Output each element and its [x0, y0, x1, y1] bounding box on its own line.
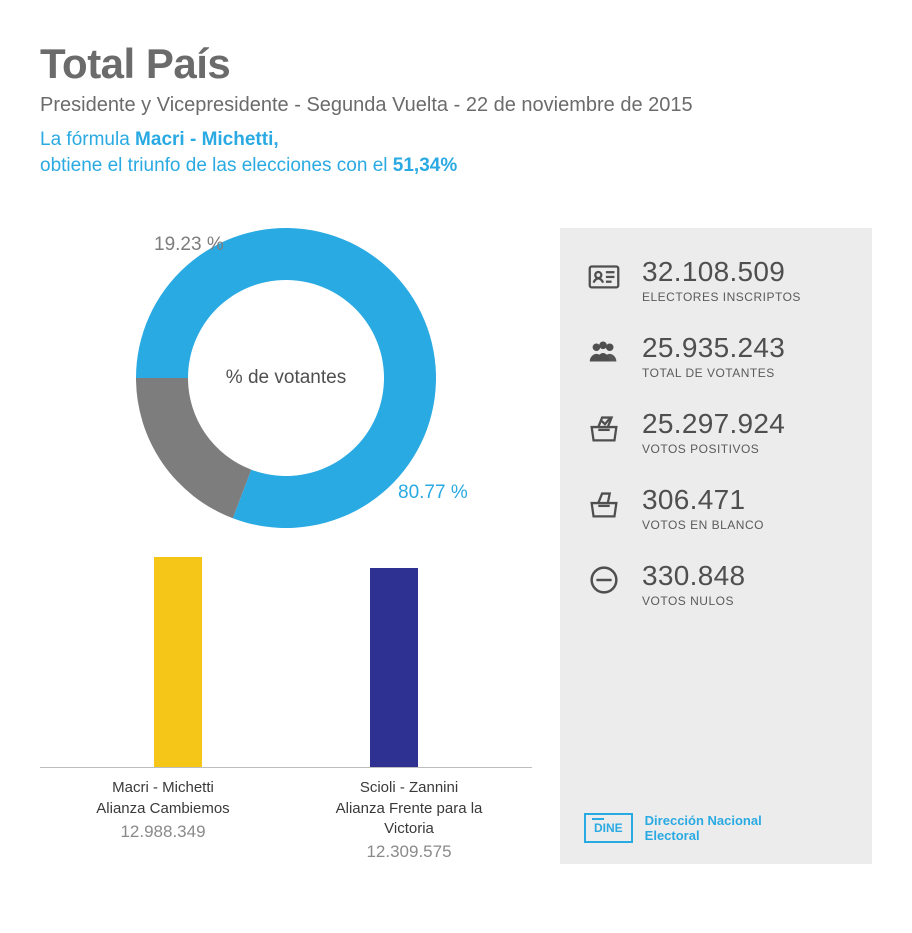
id-card-icon	[584, 256, 624, 296]
stat-row: 25.297.924 VOTOS POSITIVOS	[584, 408, 848, 456]
stat-value: 306.471	[642, 484, 764, 516]
stat-row: 25.935.243 TOTAL DE VOTANTES	[584, 332, 848, 380]
bar-label: Macri - MichettiAlianza Cambiemos12.988.…	[63, 778, 263, 864]
headline-prefix: La fórmula	[40, 129, 135, 150]
dine-acronym-box: DINE	[584, 813, 633, 843]
headline-result: La fórmula Macri - Michetti, obtiene el …	[40, 127, 872, 178]
party-name: Alianza Cambiemos	[63, 799, 263, 819]
vote-count: 12.988.349	[63, 821, 263, 844]
result-bar	[154, 557, 202, 767]
headline-percent: 51,34%	[393, 155, 457, 176]
ballot-box-icon	[584, 408, 624, 448]
dine-org-name: Dirección Nacional Electoral	[645, 813, 762, 844]
stat-value: 330.848	[642, 560, 745, 592]
source-logo: DINE Dirección Nacional Electoral	[584, 753, 848, 844]
page-subtitle: Presidente y Vicepresidente - Segunda Vu…	[40, 94, 872, 117]
null-circle-icon	[584, 560, 624, 600]
donut-slice-label: 80.77 %	[398, 482, 468, 504]
stat-label: TOTAL DE VOTANTES	[642, 366, 785, 380]
party-name: Alianza Frente para la Victoria	[309, 799, 509, 840]
donut-slice	[136, 378, 251, 518]
candidate-names: Macri - Michetti	[63, 778, 263, 798]
stat-row: 306.471 VOTOS EN BLANCO	[584, 484, 848, 532]
page-title: Total País	[40, 40, 872, 88]
donut-center-label: % de votantes	[226, 367, 346, 389]
bar-label: Scioli - ZanniniAlianza Frente para la V…	[309, 778, 509, 864]
stat-row: 32.108.509 ELECTORES INSCRIPTOS	[584, 256, 848, 304]
stat-value: 25.297.924	[642, 408, 785, 440]
charts-column: % de votantes 80.77 %19.23 % Macri - Mic…	[40, 228, 532, 864]
stat-label: VOTOS NULOS	[642, 594, 745, 608]
voter-turnout-donut: % de votantes 80.77 %19.23 %	[136, 228, 436, 528]
stat-row: 330.848 VOTOS NULOS	[584, 560, 848, 608]
stat-label: VOTOS POSITIVOS	[642, 442, 785, 456]
result-bar	[370, 568, 418, 767]
stats-panel: 32.108.509 ELECTORES INSCRIPTOS 25.935.243…	[560, 228, 872, 864]
blank-vote-icon	[584, 484, 624, 524]
stat-label: ELECTORES INSCRIPTOS	[642, 290, 801, 304]
donut-slice-label: 19.23 %	[154, 234, 224, 256]
candidate-names: Scioli - Zannini	[309, 778, 509, 798]
bar-chart-labels: Macri - MichettiAlianza Cambiemos12.988.…	[40, 768, 532, 864]
vote-count: 12.309.575	[309, 841, 509, 864]
results-bar-chart	[40, 558, 532, 768]
headline-line2-prefix: obtiene el triunfo de las elecciones con…	[40, 155, 393, 176]
stat-value: 25.935.243	[642, 332, 785, 364]
headline-winner: Macri - Michetti,	[135, 129, 279, 150]
stat-value: 32.108.509	[642, 256, 801, 288]
stat-label: VOTOS EN BLANCO	[642, 518, 764, 532]
people-icon	[584, 332, 624, 372]
